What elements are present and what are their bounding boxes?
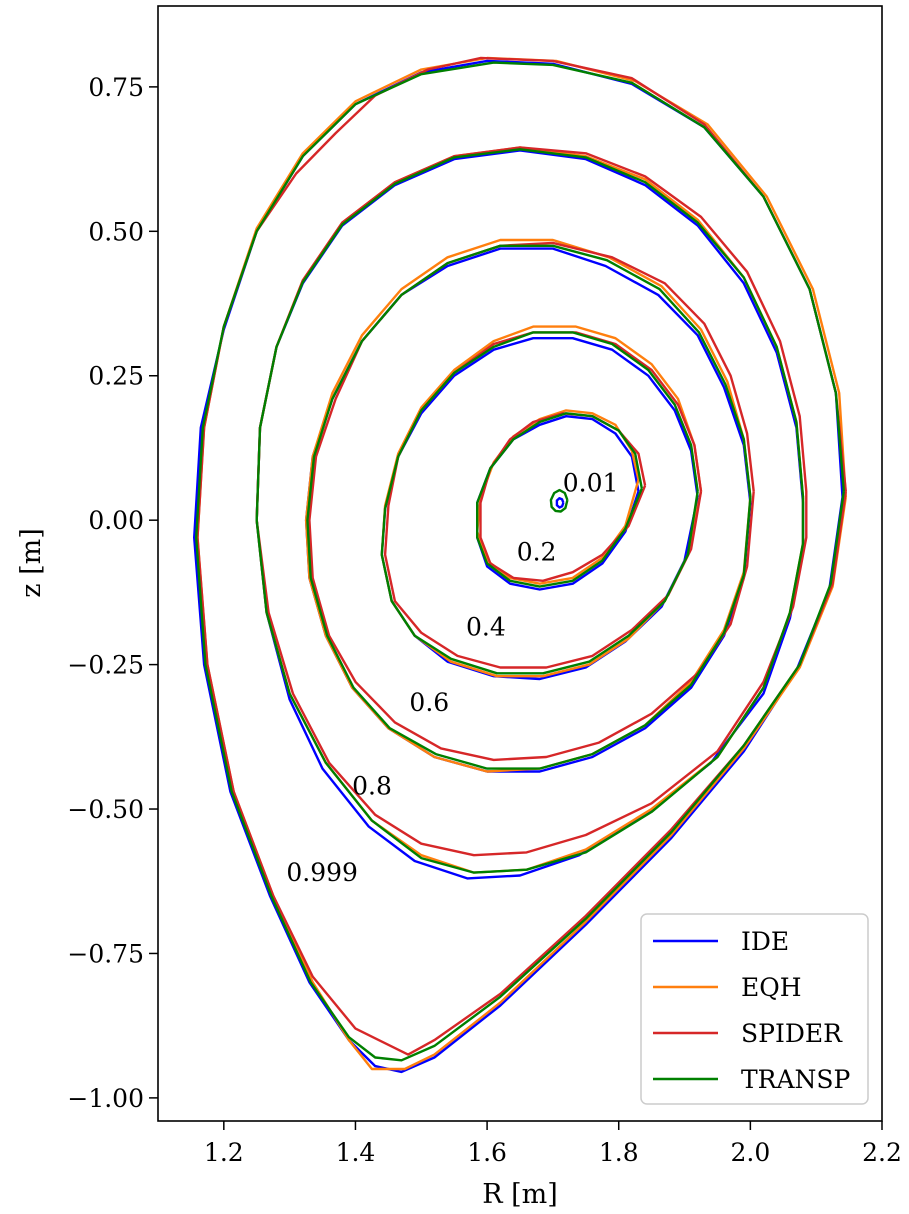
x-tick-label: 1.4	[336, 1138, 376, 1167]
y-tick-label: −0.50	[67, 795, 144, 824]
y-tick-label: 0.50	[88, 217, 144, 246]
plot-frame	[157, 5, 883, 1122]
contour-eqh-0.4	[380, 325, 703, 678]
legend-label-spider: SPIDER	[741, 1019, 843, 1048]
y-tick-label: −1.00	[67, 1084, 144, 1113]
x-axis-label: R [m]	[482, 1179, 558, 1210]
surface-label: 0.999	[286, 858, 358, 887]
x-tick-label: 2.0	[730, 1138, 770, 1167]
y-tick-label: 0.75	[88, 73, 144, 102]
surface-label: 0.2	[517, 538, 557, 567]
y-tick-label: 0.25	[88, 362, 144, 391]
surface-label: 0.01	[563, 468, 619, 497]
x-tick-label: 1.8	[599, 1138, 639, 1167]
legend-label-ide: IDE	[741, 927, 789, 956]
y-tick-label: −0.75	[67, 939, 144, 968]
surface-label: 0.4	[466, 613, 506, 642]
contour-transp-0.8	[255, 148, 805, 874]
contour-transp-0.01	[549, 488, 569, 513]
surface-label: 0.8	[352, 772, 392, 801]
contour-ide-0.01	[555, 497, 565, 509]
contour-ide-0.4	[380, 337, 699, 681]
legend-label-transp: TRANSP	[741, 1065, 850, 1094]
y-tick-label: 0.00	[88, 506, 144, 535]
contour-transp-0.999	[194, 61, 845, 1062]
x-tick-label: 1.6	[467, 1138, 507, 1167]
contour-transp-0.2	[476, 412, 643, 588]
y-tick-label: −0.25	[67, 651, 144, 680]
surface-label: 0.6	[409, 688, 449, 717]
x-axis: 1.2 1.4 1.6 1.8 2.0 2.2	[204, 1121, 902, 1167]
y-axis: 0.75 0.50 0.25 0.00 −0.25 −0.50 −0.75 −1.00	[67, 73, 158, 1113]
contour-transp-0.4	[380, 331, 699, 675]
x-tick-label: 1.2	[204, 1138, 244, 1167]
contour-lines	[192, 56, 847, 1074]
y-axis-label: z [m]	[16, 528, 47, 597]
x-tick-label: 2.2	[862, 1138, 902, 1167]
contour-spider-0.6	[308, 241, 755, 762]
legend-box	[640, 913, 869, 1105]
legend: IDE EQH SPIDER TRANSP	[640, 913, 869, 1105]
legend-label-eqh: EQH	[741, 973, 802, 1002]
contour-spider-0.4	[383, 331, 703, 669]
contour-labels: 0.01 0.2 0.4 0.6 0.8 0.999	[286, 468, 618, 887]
contour-spider-0.999	[196, 56, 847, 1056]
contour-transp-0.6	[306, 244, 752, 770]
